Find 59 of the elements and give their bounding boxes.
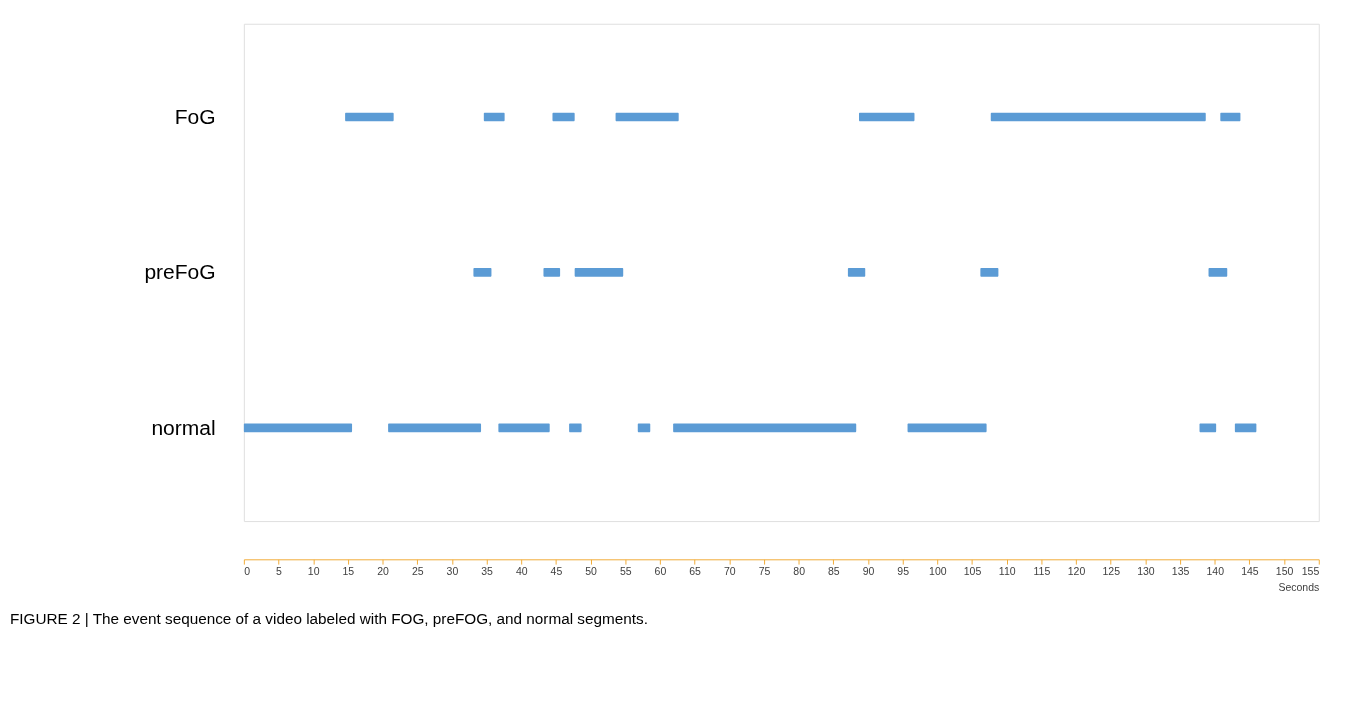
caption: FIGURE 2 | The event sequence of a video labeled with FOG, preFOG, and normal segments. bbox=[9, 610, 648, 628]
bar bbox=[1220, 112, 1241, 122]
bar bbox=[1234, 423, 1257, 433]
bar bbox=[615, 112, 679, 122]
bar bbox=[859, 112, 915, 122]
y-tick-label: normal bbox=[151, 415, 216, 439]
bar bbox=[980, 268, 999, 277]
x-tick-label: 95 bbox=[897, 565, 910, 578]
x-axis-title: Seconds bbox=[1278, 581, 1320, 594]
x-tick-label: 0 bbox=[244, 565, 251, 578]
x-tick-label: 60 bbox=[654, 565, 667, 578]
bar bbox=[574, 268, 624, 277]
bar bbox=[498, 423, 550, 433]
bar bbox=[345, 112, 394, 122]
x-tick-label: 15 bbox=[342, 565, 355, 578]
x-tick-label: 100 bbox=[929, 565, 947, 578]
x-tick-label: 155 bbox=[1301, 565, 1320, 578]
x-tick-label: 110 bbox=[998, 565, 1016, 578]
y-tick-label: preFoG bbox=[144, 260, 216, 284]
bar bbox=[569, 423, 582, 433]
x-tick-label: 125 bbox=[1102, 565, 1121, 578]
x-tick-label: 130 bbox=[1137, 565, 1155, 578]
x-tick-label: 35 bbox=[481, 565, 494, 578]
bar bbox=[552, 112, 575, 122]
bar bbox=[847, 268, 866, 277]
bar bbox=[990, 112, 1206, 122]
x-tick-label: 145 bbox=[1241, 565, 1259, 578]
x-tick-label: 75 bbox=[758, 565, 771, 578]
x-tick-label: 20 bbox=[377, 565, 390, 578]
x-tick-label: 40 bbox=[515, 565, 528, 578]
x-tick-label: 30 bbox=[446, 565, 459, 578]
bar bbox=[907, 423, 987, 433]
bar bbox=[1208, 268, 1228, 277]
x-tick-label: 85 bbox=[827, 565, 840, 578]
x-tick-label: 140 bbox=[1206, 565, 1225, 578]
x-tick-label: 105 bbox=[963, 565, 982, 578]
bar bbox=[243, 423, 353, 433]
x-tick-label: 70 bbox=[723, 565, 736, 578]
x-tick-label: 5 bbox=[276, 565, 283, 578]
x-tick-label: 135 bbox=[1171, 565, 1190, 578]
x-tick-label: 10 bbox=[307, 565, 320, 578]
x-tick-label: 50 bbox=[585, 565, 598, 578]
x-tick-label: 115 bbox=[1033, 565, 1051, 578]
x-tick-label: 120 bbox=[1067, 565, 1086, 578]
bar bbox=[673, 423, 857, 433]
y-tick-label: FoG bbox=[174, 104, 216, 128]
bar bbox=[637, 423, 651, 433]
x-tick-label: 65 bbox=[689, 565, 702, 578]
x-tick-label: 45 bbox=[550, 565, 563, 578]
x-tick-label: 80 bbox=[793, 565, 806, 578]
x-tick-label: 55 bbox=[619, 565, 632, 578]
bar bbox=[483, 112, 505, 122]
bar bbox=[473, 268, 492, 277]
x-tick-label: 150 bbox=[1275, 565, 1294, 578]
bar bbox=[1199, 423, 1217, 433]
x-tick-label: 90 bbox=[862, 565, 875, 578]
x-tick-label: 25 bbox=[411, 565, 424, 578]
bar bbox=[388, 423, 482, 433]
bar bbox=[543, 268, 561, 277]
